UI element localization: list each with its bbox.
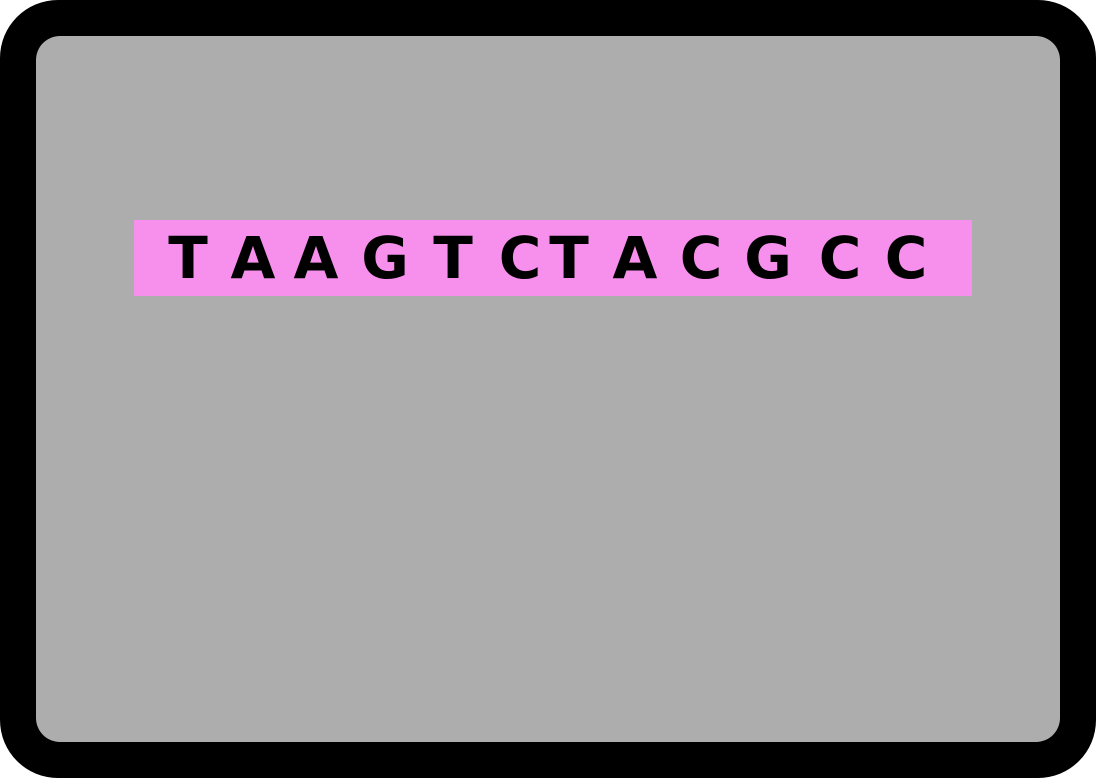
base-9: C: [679, 224, 723, 292]
base-4: G: [361, 224, 409, 292]
base-12: C: [884, 224, 928, 292]
base-11: C: [818, 224, 862, 292]
base-3: A: [293, 224, 339, 292]
base-6: C: [498, 224, 542, 292]
base-10: G: [744, 224, 792, 292]
display-screen: T A A G T C T A C G C C: [36, 36, 1060, 742]
base-8: A: [612, 224, 658, 292]
base-7: T: [549, 224, 589, 292]
base-2: A: [230, 224, 276, 292]
sequence-highlight: T A A G T C T A C G C C: [134, 220, 972, 296]
base-1: T: [168, 224, 208, 292]
base-5: T: [433, 224, 473, 292]
